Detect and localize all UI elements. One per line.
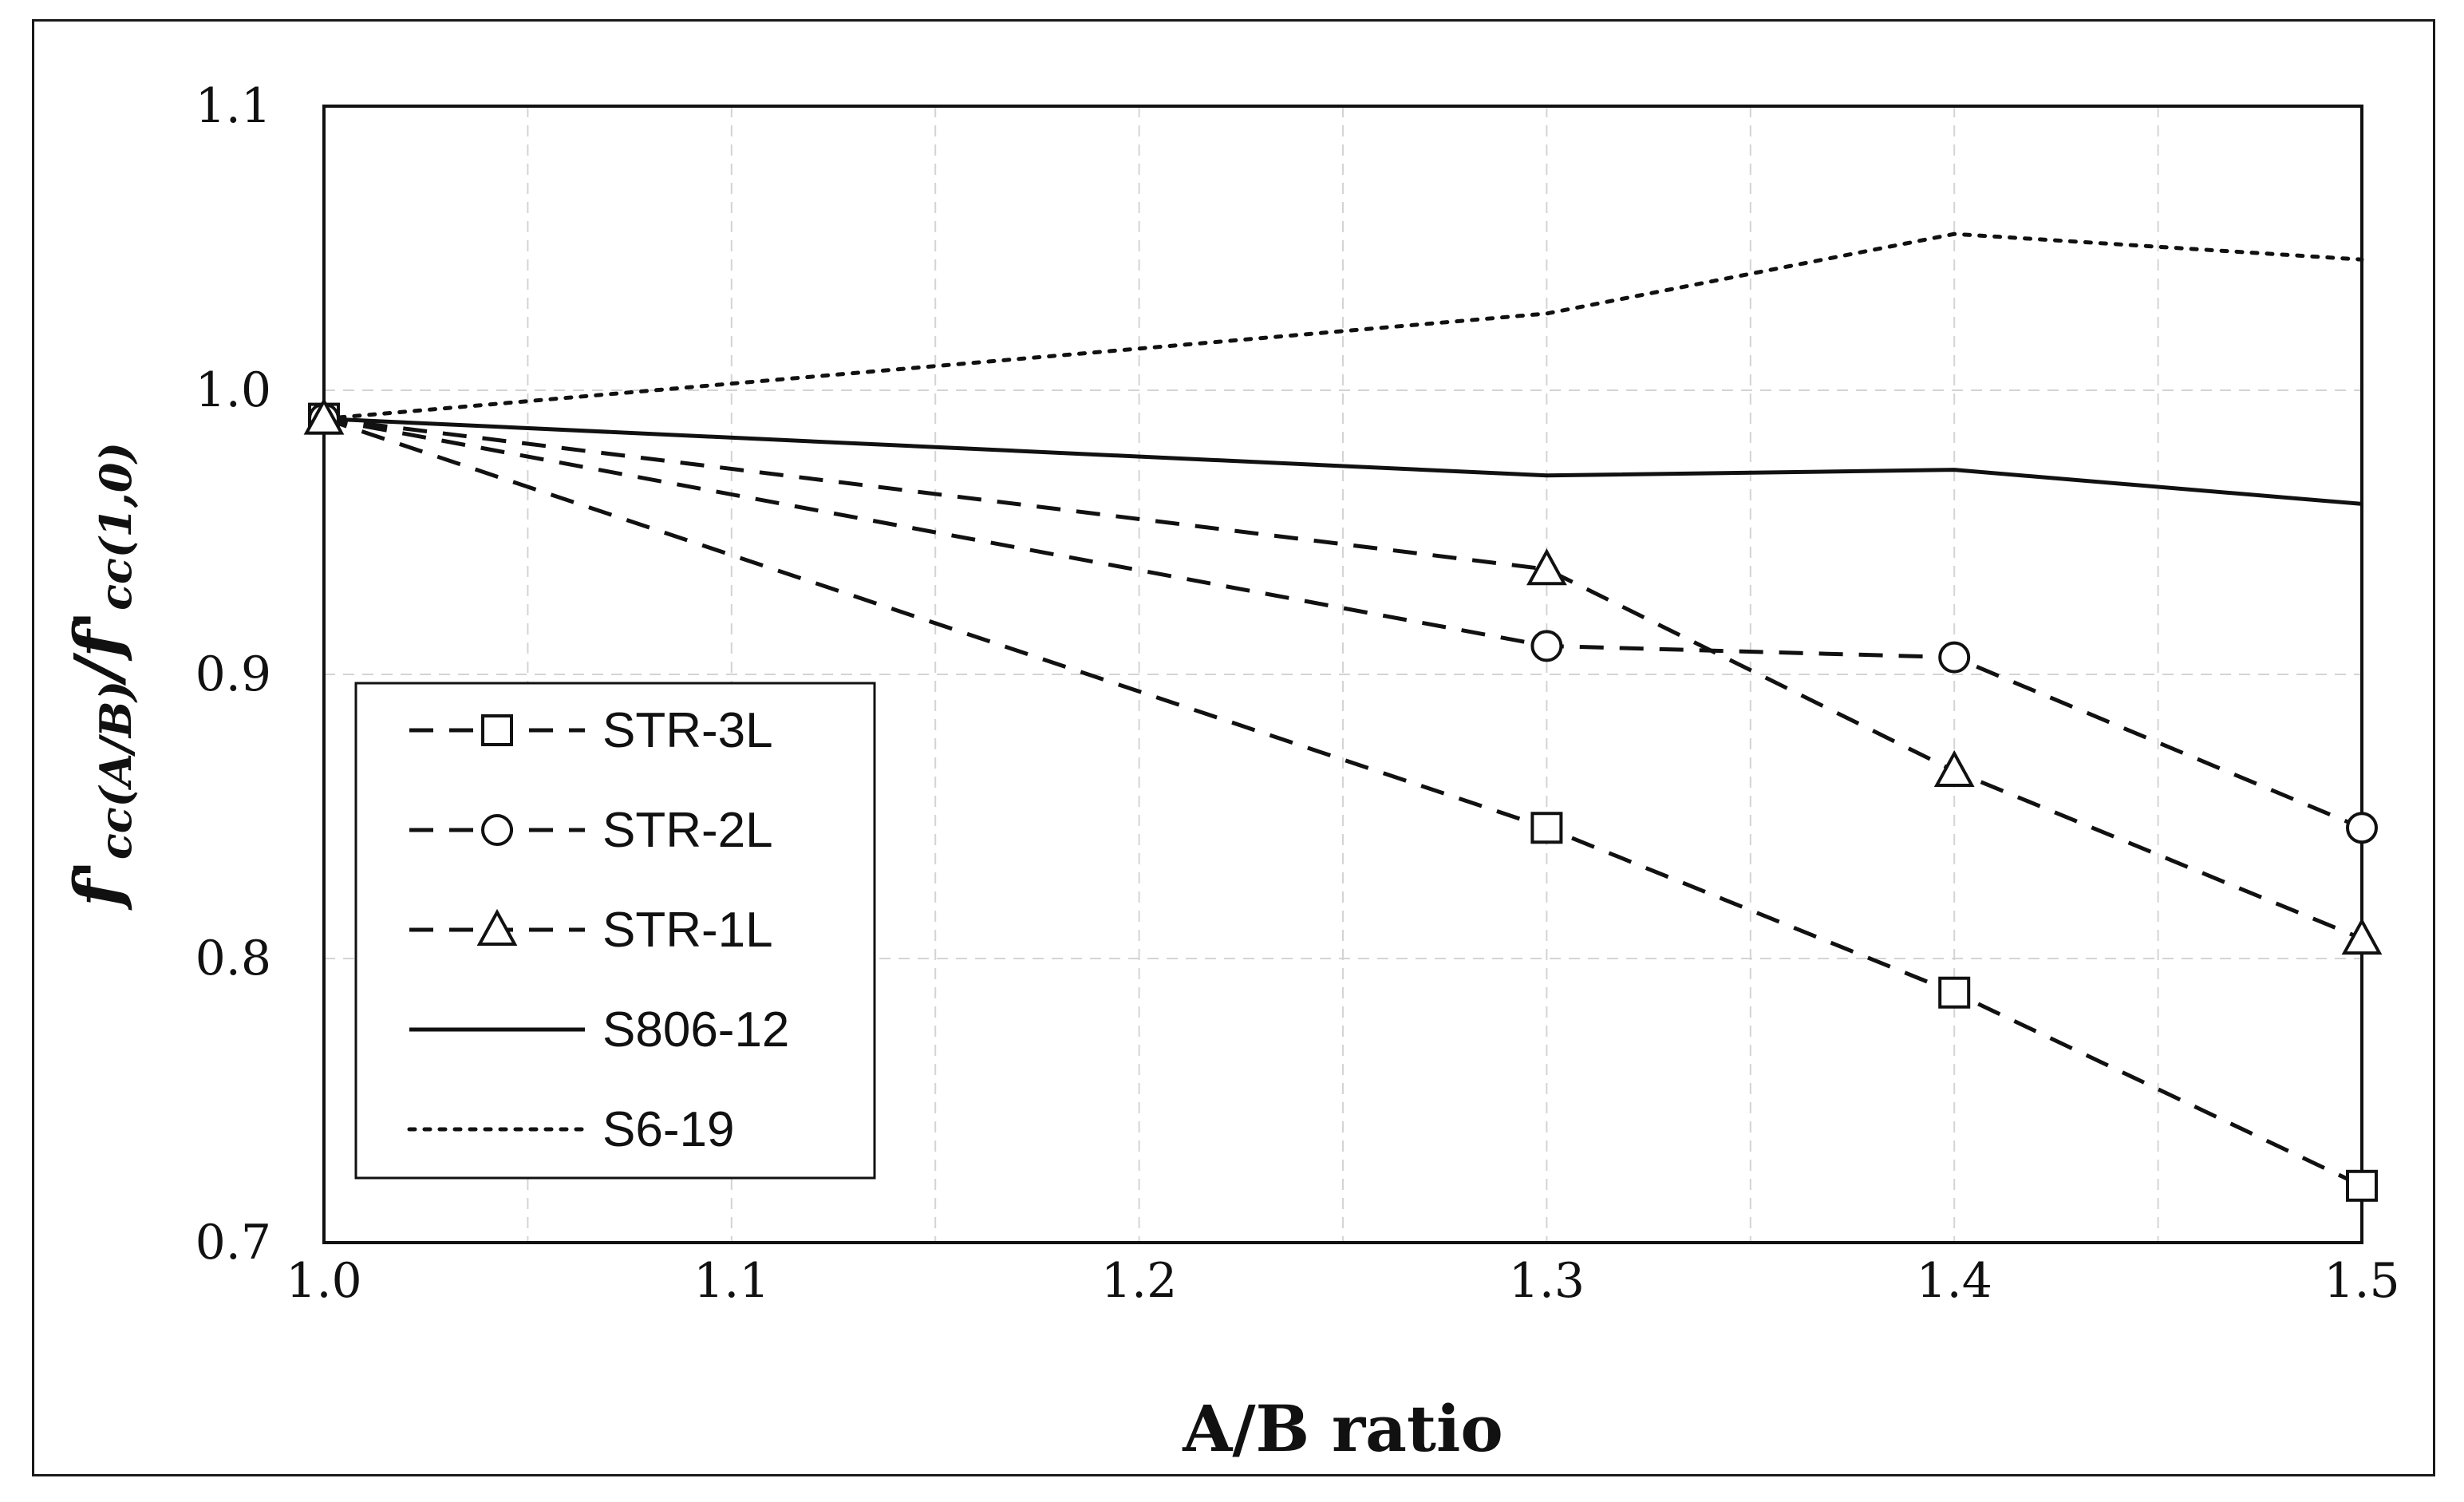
y-tick-label: 1.0 [195, 362, 271, 418]
series-line-s6-19 [322, 231, 2364, 421]
y-tick-label: 0.8 [195, 931, 271, 986]
y-tick-label: 0.9 [195, 646, 271, 702]
square-marker [1938, 976, 1971, 1009]
square-marker [481, 714, 513, 746]
series-line-str-2l [323, 417, 2363, 830]
plot-area [322, 105, 2363, 1244]
y-label-prefix: f' [60, 860, 135, 911]
legend-label: STR-3L [602, 703, 773, 758]
legend-box [354, 682, 876, 1180]
circle-marker [481, 814, 513, 846]
triangle-marker [303, 397, 345, 435]
square-marker [1530, 812, 1563, 844]
series-line-str-3l [323, 417, 2363, 1188]
figure-frame [32, 19, 2435, 1476]
legend-label: S806-12 [602, 1002, 789, 1057]
y-axis-label: f'cc(A/B)/f'cc(1,0) [60, 442, 141, 911]
triangle-marker [1933, 749, 1975, 788]
legend-label: STR-2L [602, 803, 773, 858]
triangle-marker [1526, 548, 1567, 586]
y-label-slash: / [60, 652, 135, 686]
y-label-prefix2: f' [60, 611, 135, 662]
y-tick-label: 0.7 [195, 1215, 271, 1271]
series-line-str-1l [323, 417, 2363, 941]
x-tick-labels: 1.0 1.1 1.2 1.3 1.4 1.5 [286, 1253, 2399, 1309]
series-markers [303, 397, 2383, 1202]
legend-label: S6-19 [602, 1102, 734, 1157]
legend-label: STR-1L [602, 903, 773, 958]
y-tick-label: 1.1 [195, 78, 271, 134]
circle-marker [1530, 630, 1563, 662]
y-tick-labels: 0.7 0.8 0.9 1.0 1.1 [195, 78, 271, 1271]
x-axis-label: A/B ratio [1182, 1391, 1502, 1466]
legend: STR-3L STR-2L STR-1L S806-12 S6-19 [354, 682, 876, 1180]
circle-marker [1938, 641, 1971, 674]
series-lines [322, 231, 2364, 1188]
x-tick-label: 1.5 [2324, 1253, 2399, 1309]
x-tick-label: 1.1 [693, 1253, 769, 1309]
x-tick-label: 1.2 [1101, 1253, 1177, 1309]
square-marker [2346, 1169, 2378, 1202]
y-label-sub1: cc(A/B) [90, 681, 141, 860]
x-tick-label: 1.3 [1509, 1253, 1585, 1309]
x-tick-label: 1.4 [1916, 1253, 1992, 1309]
y-label-sub2: cc(1,0) [90, 442, 141, 611]
triangle-marker [476, 908, 518, 946]
circle-marker [2346, 812, 2378, 844]
triangle-marker [2341, 917, 2383, 955]
x-tick-label: 1.0 [286, 1253, 361, 1309]
series-line-s806-12 [323, 417, 2363, 506]
